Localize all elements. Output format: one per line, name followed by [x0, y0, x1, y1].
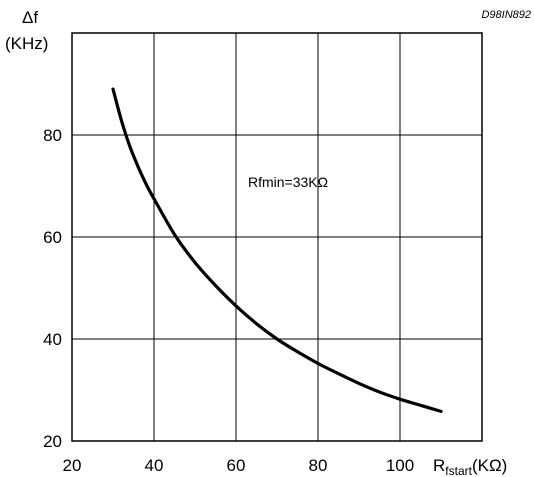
x-tick-label: 40 [145, 456, 164, 475]
plot-frame [71, 32, 483, 442]
x-axis-label-main: R [433, 456, 445, 475]
tick-labels: 20 40 60 80 100 20 40 60 80 [43, 126, 414, 475]
x-tick-label: 80 [309, 456, 328, 475]
y-tick-label: 40 [43, 330, 62, 349]
x-tick-label: 20 [63, 456, 82, 475]
curve-annotation: Rfmin=33KΩ [248, 174, 328, 190]
x-tick-label: 100 [386, 456, 414, 475]
grid [72, 33, 482, 441]
x-axis-label: Rfstart(KΩ) [433, 456, 507, 477]
x-axis-label-unit: (KΩ) [472, 456, 507, 475]
x-tick-label: 60 [227, 456, 246, 475]
x-axis-label-sub: fstart [445, 464, 472, 477]
y-axis-unit: (KHz) [5, 34, 48, 53]
series-line [111, 87, 443, 413]
y-tick-label: 80 [43, 126, 62, 145]
figure-code: D98IN892 [481, 9, 531, 21]
y-axis-symbol: Δf [22, 8, 38, 27]
y-tick-label: 20 [43, 432, 62, 451]
y-tick-label: 60 [43, 228, 62, 247]
